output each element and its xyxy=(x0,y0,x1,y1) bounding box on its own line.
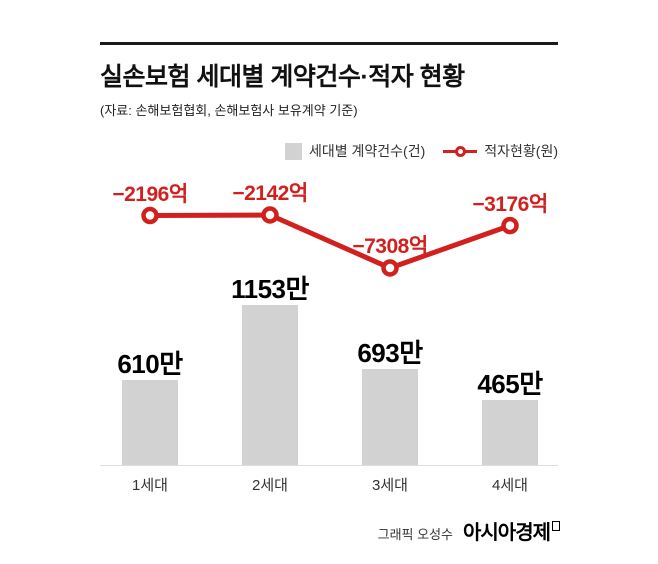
bar xyxy=(122,380,178,465)
x-axis-baseline xyxy=(100,465,558,466)
deficit-point-marker xyxy=(381,259,399,277)
deficit-line xyxy=(147,212,513,271)
deficit-point-marker xyxy=(141,206,159,225)
bar-swatch-icon xyxy=(285,142,302,160)
bar xyxy=(482,400,538,465)
deficit-value-label: −2196억 xyxy=(112,182,188,206)
line-marker-icon xyxy=(443,145,478,157)
source-note: (자료: 손해보험협회, 손해보험사 보유계약 기준) xyxy=(100,103,358,118)
deficit-point-marker xyxy=(501,216,519,235)
graphic-credit: 그래픽 오성수 xyxy=(377,527,453,542)
legend-item-line: 적자현황(원) xyxy=(443,141,558,161)
category-label: 2세대 xyxy=(252,477,288,494)
category-label: 3세대 xyxy=(372,477,408,494)
bar-value-label: 465만 xyxy=(477,369,543,399)
category-label: 4세대 xyxy=(492,477,528,494)
legend-bars-label: 세대별 계약건수(건) xyxy=(309,143,426,159)
bar-value-label: 1153만 xyxy=(231,274,309,304)
deficit-value-label: −7308억 xyxy=(352,235,428,258)
brand-logo: 아시아경제 xyxy=(463,516,560,545)
deficit-value-label: −2142억 xyxy=(232,182,308,205)
footer: 그래픽 오성수 아시아경제 xyxy=(100,516,560,545)
chart-title: 실손보험 세대별 계약건수·적자 현황 xyxy=(100,63,465,91)
deficit-value-label: −3176억 xyxy=(472,192,548,216)
legend-line-label: 적자현황(원) xyxy=(484,143,558,159)
bar-value-label: 610만 xyxy=(117,349,183,379)
bar xyxy=(242,305,298,465)
top-rule xyxy=(100,42,558,45)
brand-name: 아시아경제 xyxy=(463,522,551,544)
bar xyxy=(362,369,418,465)
legend-item-bars: 세대별 계약건수(건) xyxy=(285,141,425,161)
category-label: 1세대 xyxy=(132,477,168,494)
bar-value-label: 693만 xyxy=(357,338,423,368)
deficit-point-marker xyxy=(261,206,279,224)
brand-mark-icon xyxy=(552,521,560,531)
legend: 세대별 계약건수(건) 적자현황(원) xyxy=(100,141,558,161)
